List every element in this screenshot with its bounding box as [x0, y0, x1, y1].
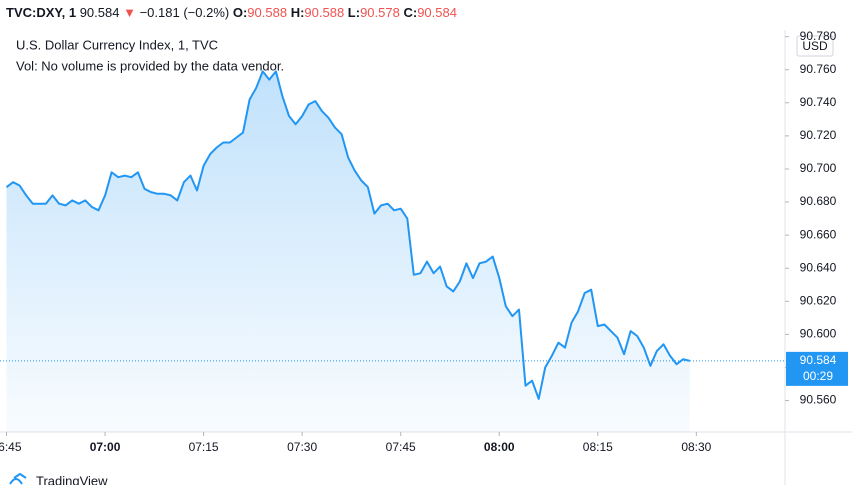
ohlc-value: 90.578: [360, 5, 400, 20]
y-tick-label: 90.680: [800, 194, 837, 208]
x-tick-label: 06:45: [0, 440, 22, 454]
x-tick-label: 08:00: [484, 440, 515, 454]
y-tick-label: 90.640: [800, 260, 837, 274]
ohlc-label: O:: [233, 5, 247, 20]
y-tick-label: 90.600: [800, 327, 837, 341]
y-tick-label: 90.720: [800, 128, 837, 142]
y-tick-label: 90.780: [800, 29, 837, 43]
currency-box[interactable]: [796, 35, 834, 57]
ohlc-value: 90.584: [417, 5, 457, 20]
chart-title: U.S. Dollar Currency Index, 1, TVC: [16, 37, 218, 52]
ohlc-value: 90.588: [247, 5, 287, 20]
logo: [9, 472, 27, 485]
y-tick-label: 90.700: [800, 161, 837, 175]
price-tag: 90.584: [800, 353, 837, 367]
symbol-header: TVC:DXY, 1 90.584 ▼ −0.181 (−0.2%) O:90.…: [6, 5, 457, 20]
change: −0.181 (−0.2%): [140, 5, 230, 20]
price-line: [5, 70, 691, 400]
plot-area: [5, 70, 691, 432]
ohlc-value: 90.588: [304, 5, 344, 20]
brand-name: TradingView: [36, 473, 108, 485]
x-tick-label: 07:00: [90, 440, 121, 454]
y-tick-label: 90.660: [800, 227, 837, 241]
countdown: 00:29: [803, 369, 833, 383]
x-tick-label: 08:15: [583, 440, 613, 454]
ohlc-label: C:: [403, 5, 417, 20]
price-tag-box: [786, 351, 848, 386]
symbol: TVC:DXY, 1: [6, 5, 76, 20]
header: TVC:DXY, 1 90.584 ▼ −0.181 (−0.2%) O:90.…: [6, 5, 457, 20]
y-tick-label: 90.740: [800, 95, 837, 109]
y-tick-label: 90.620: [800, 293, 837, 307]
y-tick-label: 90.560: [800, 393, 837, 407]
change-arrow: ▼: [123, 5, 136, 20]
ohlc-label: L:: [348, 5, 360, 20]
x-tick-label: 08:30: [681, 440, 711, 454]
x-tick-label: 07:45: [386, 440, 416, 454]
chart-subtitle: Vol: No volume is provided by the data v…: [16, 58, 284, 73]
x-tick-label: 07:15: [189, 440, 219, 454]
area-fill: [6, 71, 690, 432]
y-tick-label: 90.760: [800, 62, 837, 76]
branding: TradingView: [9, 472, 108, 485]
x-tick-label: 07:30: [287, 440, 317, 454]
currency-label[interactable]: USD: [802, 39, 828, 53]
last-price: 90.584: [80, 5, 120, 20]
ohlc-label: H:: [291, 5, 305, 20]
